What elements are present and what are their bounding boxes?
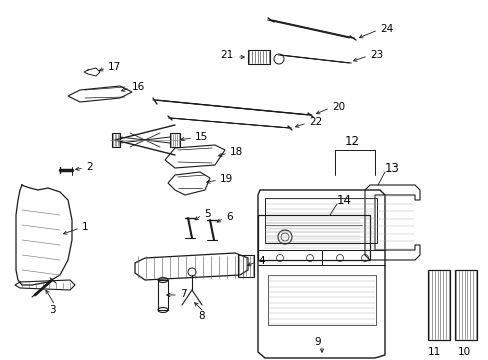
Bar [238,255,253,277]
Bar [112,133,120,147]
Text: 11: 11 [427,347,440,357]
Text: 10: 10 [457,347,470,357]
Text: 19: 19 [220,174,233,184]
Bar [247,50,269,64]
Bar [267,275,375,325]
Bar [258,215,369,260]
Bar [427,270,449,340]
Text: 6: 6 [225,212,232,222]
Text: 9: 9 [314,337,321,347]
Text: 15: 15 [195,132,208,142]
Text: 23: 23 [369,50,383,60]
Text: 13: 13 [384,162,399,175]
Text: 21: 21 [220,50,233,60]
Text: 14: 14 [336,194,351,207]
Text: 1: 1 [82,222,88,232]
Text: 18: 18 [229,147,243,157]
Text: 16: 16 [132,82,145,92]
Text: 8: 8 [198,311,205,321]
Bar [170,133,180,147]
Bar [454,270,476,340]
Text: 24: 24 [379,24,392,34]
Text: 7: 7 [180,289,186,299]
Bar [264,198,376,243]
Text: 20: 20 [331,102,345,112]
Text: 12: 12 [344,135,359,148]
Bar [158,280,168,310]
Text: 4: 4 [258,256,264,266]
Text: 22: 22 [308,117,322,127]
Text: 17: 17 [108,62,121,72]
Text: 2: 2 [86,162,92,172]
Text: 3: 3 [49,305,55,315]
Text: 5: 5 [203,209,210,219]
